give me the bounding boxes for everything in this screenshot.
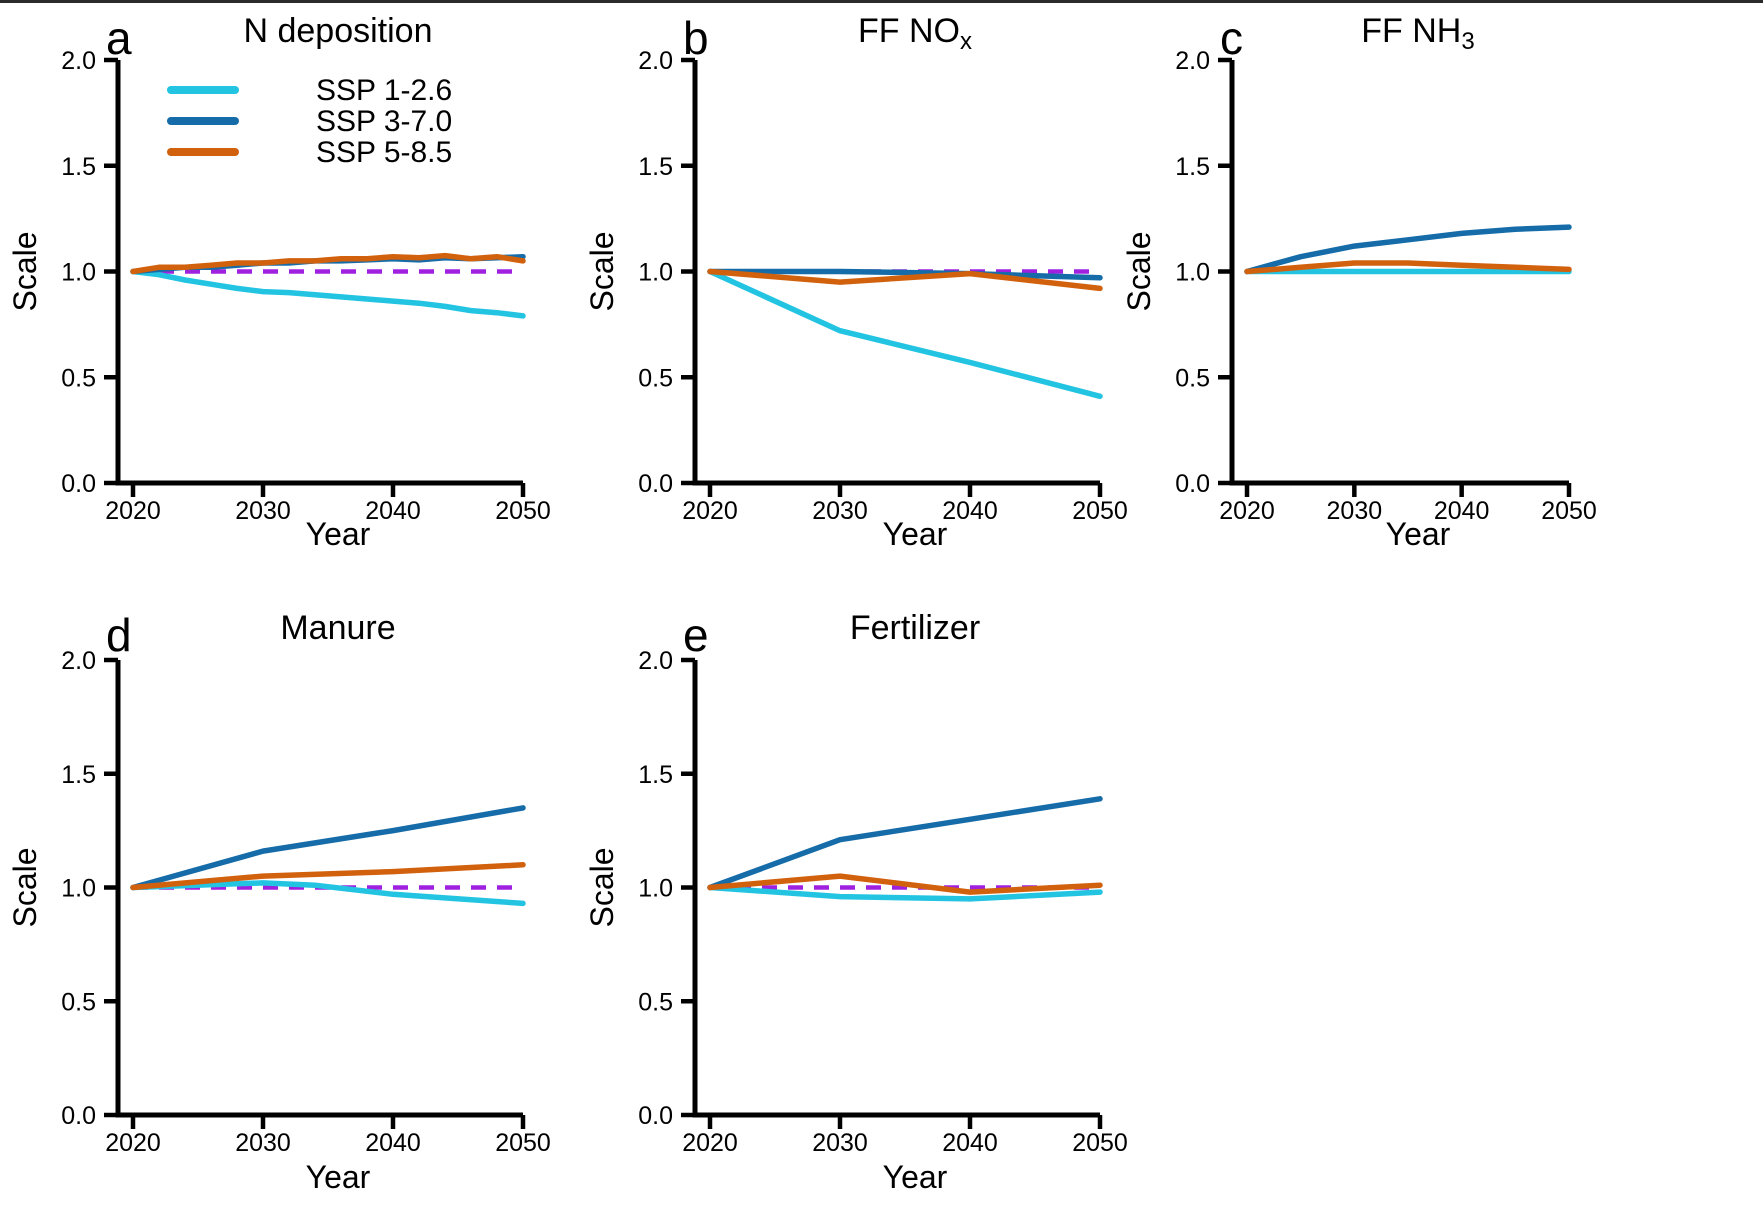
series-line-ssp-1-2.6 <box>707 268 1103 400</box>
y-tick-label: 2.0 <box>638 47 673 75</box>
panel-title: Manure <box>280 609 395 647</box>
y-axis-label: Scale <box>8 847 43 927</box>
panel-a-chart: a N deposition Scale 0.0 0.5 1.0 1.5 2.0 2020 203… <box>7 12 551 552</box>
x-tick-label: 2040 <box>1434 497 1490 525</box>
panel-letter: b <box>683 12 709 64</box>
series-line-ssp-5-8.5 <box>130 862 526 891</box>
y-tick-label: 1.0 <box>1175 259 1210 287</box>
x-axis-label: Year <box>306 1159 371 1195</box>
x-tick-label: 2020 <box>105 497 161 525</box>
panel-letter: e <box>683 609 709 661</box>
x-tick-label: 2040 <box>365 1129 421 1157</box>
series-line-ssp-5-8.5 <box>707 873 1103 895</box>
series-line-ssp-1-2.6 <box>130 880 526 907</box>
y-tick-label: 1.5 <box>61 761 96 789</box>
panel-n-deposition: a N deposition Scale 0.0 0.5 1.0 1.5 2.0 2020 203… <box>7 0 568 565</box>
y-tick-label: 0.0 <box>1175 470 1210 498</box>
panel-d-chart: d Manure Scale 0.0 0.5 1.0 1.5 2.0 2020 2030 2040 2… <box>7 609 551 1195</box>
panel-manure: d Manure Scale 0.0 0.5 1.0 1.5 2.0 2020 2030 2040 2… <box>7 580 568 1210</box>
panel-letter: d <box>106 609 132 661</box>
y-tick-label: 0.0 <box>638 470 673 498</box>
y-tick-label: 1.0 <box>638 875 673 903</box>
series-line-ssp-5-8.5 <box>130 252 526 275</box>
x-tick-label: 2050 <box>1072 1129 1128 1157</box>
panel-ff-nox: b FF NOx Scale 0.0 0.5 1.0 1.5 2.0 2020 2030 2040 2… <box>584 0 1145 565</box>
series-line-ssp-3-7.0 <box>707 268 1103 281</box>
y-tick-label: 1.5 <box>61 153 96 181</box>
y-tick-label: 1.0 <box>61 875 96 903</box>
panel-letter: c <box>1220 12 1243 64</box>
x-tick-label: 2030 <box>235 1129 291 1157</box>
y-axis-label: Scale <box>585 847 620 927</box>
series-line-ssp-5-8.5 <box>707 268 1103 292</box>
y-axis-label: Scale <box>8 231 43 311</box>
panel-e-chart: e Fertilizer Scale 0.0 0.5 1.0 1.5 2.0 2020 2030 2… <box>584 609 1128 1195</box>
y-tick-label: 0.5 <box>61 988 96 1016</box>
series-line-ssp-3-7.0 <box>1244 224 1572 275</box>
panel-title: N deposition <box>243 12 432 50</box>
legend-label-ssp370: SSP 3-7.0 <box>316 105 452 138</box>
x-tick-label: 2020 <box>105 1129 161 1157</box>
x-tick-label: 2040 <box>942 1129 998 1157</box>
y-tick-label: 2.0 <box>1175 47 1210 75</box>
y-tick-label: 1.5 <box>638 761 673 789</box>
x-axis-label: Year <box>306 516 371 552</box>
x-tick-label: 2030 <box>812 1129 868 1157</box>
y-tick-label: 1.0 <box>638 259 673 287</box>
y-axis-label: Scale <box>1122 231 1157 311</box>
x-axis-label: Year <box>883 1159 948 1195</box>
y-tick-label: 1.5 <box>638 153 673 181</box>
x-axis-label: Year <box>1386 516 1451 552</box>
x-tick-label: 2020 <box>682 497 738 525</box>
y-tick-label: 0.5 <box>638 988 673 1016</box>
x-tick-label: 2030 <box>235 497 291 525</box>
y-tick-label: 0.5 <box>638 364 673 392</box>
series-line-ssp-3-7.0 <box>130 805 526 891</box>
legend-label-ssp585: SSP 5-8.5 <box>316 136 452 169</box>
y-tick-label: 0.0 <box>61 470 96 498</box>
legend-label-ssp126: SSP 1-2.6 <box>316 74 452 107</box>
y-tick-label: 1.0 <box>61 259 96 287</box>
x-tick-label: 2040 <box>365 497 421 525</box>
x-tick-label: 2040 <box>942 497 998 525</box>
panel-b-chart: b FF NOx Scale 0.0 0.5 1.0 1.5 2.0 2020 2030 2040 2… <box>584 12 1128 552</box>
x-axis-label: Year <box>883 516 948 552</box>
series-line-ssp-1-2.6 <box>707 884 1103 902</box>
series-line-ssp-5-8.5 <box>1244 260 1572 275</box>
x-tick-label: 2020 <box>1219 497 1275 525</box>
y-axis-label: Scale <box>585 231 620 311</box>
y-tick-label: 0.0 <box>638 1102 673 1130</box>
y-tick-label: 1.5 <box>1175 153 1210 181</box>
x-tick-label: 2020 <box>682 1129 738 1157</box>
y-tick-label: 0.5 <box>61 364 96 392</box>
x-tick-label: 2050 <box>495 497 551 525</box>
series-line-ssp-1-2.6 <box>130 268 526 319</box>
panel-letter: a <box>106 12 132 64</box>
x-tick-label: 2050 <box>495 1129 551 1157</box>
panel-title: Fertilizer <box>850 609 980 647</box>
panel-title: FF NOx <box>858 12 972 55</box>
panel-fertilizer: e Fertilizer Scale 0.0 0.5 1.0 1.5 2.0 2020 2030 2… <box>584 580 1145 1210</box>
y-tick-label: 2.0 <box>61 647 96 675</box>
x-tick-label: 2030 <box>1327 497 1383 525</box>
x-tick-label: 2050 <box>1072 497 1128 525</box>
y-tick-label: 2.0 <box>61 47 96 75</box>
y-tick-label: 2.0 <box>638 647 673 675</box>
panel-c-chart: c FF NH3 Scale 0.0 0.5 1.0 1.5 2.0 2020 2030 2040 2… <box>1121 12 1597 552</box>
y-tick-label: 0.5 <box>1175 364 1210 392</box>
x-tick-label: 2030 <box>812 497 868 525</box>
series-line-ssp-3-7.0 <box>707 796 1103 891</box>
panel-ff-nh3: c FF NH3 Scale 0.0 0.5 1.0 1.5 2.0 2020 2030 2040 2… <box>1121 0 1682 565</box>
y-tick-label: 0.0 <box>61 1102 96 1130</box>
panel-title: FF NH3 <box>1361 12 1474 55</box>
x-tick-label: 2050 <box>1541 497 1597 525</box>
top-border-line <box>0 0 1763 3</box>
